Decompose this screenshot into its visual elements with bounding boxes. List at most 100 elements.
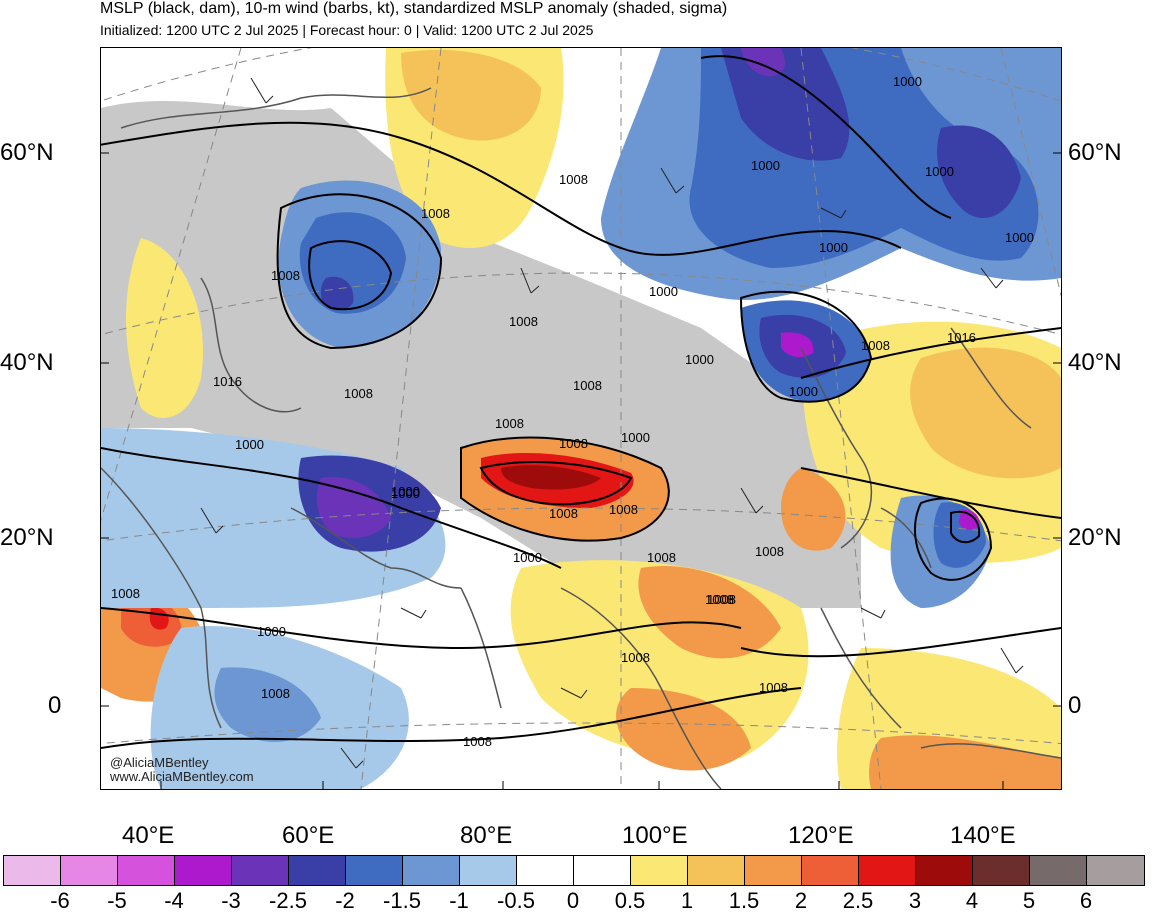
isobar-label: 1016 (213, 374, 242, 389)
colorbar-tick-label: 0.5 (614, 888, 646, 913)
colorbar-swatch (175, 856, 232, 885)
isobar-label: 1008 (755, 544, 784, 559)
colorbar-swatch (118, 856, 175, 885)
lon-label: 40°E (122, 822, 175, 849)
watermark-handle: @AliciaMBentley (110, 755, 209, 770)
watermark-site: www.AliciaMBentley.com (110, 769, 254, 784)
colorbar-tick-label: -4 (164, 888, 184, 913)
isobar-label: 1000 (819, 240, 848, 255)
map-canvas: 1008 1016 1000 1008 1008 1000 1008 1008 … (101, 48, 1061, 789)
isobar-label: 1008 (549, 506, 578, 521)
colorbar-tick-label: -1 (449, 888, 469, 913)
map-subtitle: Initialized: 1200 UTC 2 Jul 2025 | Forec… (100, 22, 594, 38)
lat-label-right: 0 (1068, 692, 1082, 719)
isobar-labels: 1008 1016 1000 1008 1008 1000 1008 1008 … (111, 74, 1034, 749)
colorbar-swatch (916, 856, 973, 885)
isobar-label: 1000 (685, 352, 714, 367)
colorbar-swatch (289, 856, 346, 885)
isobar-label: 1000 (649, 284, 678, 299)
lon-label: 60°E (282, 822, 335, 849)
isobar-label: 1000 (789, 384, 818, 399)
isobar-label: 1008 (759, 680, 788, 695)
colorbar-swatch (574, 856, 631, 885)
isobar-label: 1008 (621, 650, 650, 665)
lat-label-left: 20°N (0, 524, 54, 551)
colorbar (3, 855, 1145, 886)
colorbar-swatch (859, 856, 916, 885)
isobar-label: 1008 (647, 550, 676, 565)
colorbar-swatch (403, 856, 460, 885)
isobar-label: 1008 (573, 378, 602, 393)
colorbar-tick-label: 2 (794, 888, 808, 913)
isobar-label: 1008 (509, 314, 538, 329)
colorbar-tick-label: -1.5 (383, 888, 421, 913)
colorbar-swatch (1030, 856, 1087, 885)
colorbar-tick-label: 3 (908, 888, 922, 913)
isobar-label: 1016 (947, 330, 976, 345)
colorbar-swatch (745, 856, 802, 885)
isobar-label: 1008 (271, 268, 300, 283)
isobar-label: 1008 (707, 592, 736, 607)
colorbar-swatch (517, 856, 574, 885)
colorbar-swatch (460, 856, 517, 885)
colorbar-tick-label: 4 (965, 888, 979, 913)
colorbar-swatch (802, 856, 859, 885)
lat-label-left: 40°N (0, 349, 54, 376)
colorbar-tick-label: 0 (566, 888, 580, 913)
lon-label: 80°E (460, 822, 513, 849)
isobar-label: 1008 (559, 436, 588, 451)
colorbar-swatch (4, 856, 61, 885)
lat-label-right: 20°N (1068, 524, 1122, 551)
colorbar-swatch (61, 856, 118, 885)
anomaly-shading (101, 48, 1061, 789)
colorbar-swatch (631, 856, 688, 885)
lat-label-right: 40°N (1068, 349, 1122, 376)
lat-label-left: 0 (48, 692, 62, 719)
colorbar-swatch (232, 856, 289, 885)
colorbar-tick-label: 5 (1022, 888, 1036, 913)
lon-label: 140°E (950, 822, 1016, 849)
isobar-label: 1000 (513, 550, 542, 565)
isobar-label: 1000 (893, 74, 922, 89)
colorbar-tick-label: -5 (107, 888, 127, 913)
isobar-label: 1008 (344, 386, 373, 401)
isobar-label: 1008 (495, 416, 524, 431)
isobar-label: 1008 (559, 172, 588, 187)
colorbar-tick-label: 1 (680, 888, 694, 913)
colorbar-tick-label: -2 (335, 888, 355, 913)
colorbar-tick-label: -2.5 (269, 888, 307, 913)
lat-label-right: 60°N (1068, 139, 1122, 166)
colorbar-tick-label: 6 (1079, 888, 1093, 913)
isobar-label: 1000 (391, 486, 420, 501)
isobar-label: 1008 (705, 592, 734, 607)
isobar-label: 1008 (609, 502, 638, 517)
isobar-label: 1000 (391, 484, 420, 499)
isobar-label: 1000 (1005, 230, 1034, 245)
isobar-label: 1008 (111, 586, 140, 601)
colorbar-swatch (688, 856, 745, 885)
isobars (101, 55, 1061, 749)
isobar-label: 1000 (621, 430, 650, 445)
colorbar-tick-label: -6 (50, 888, 70, 913)
isobar-label: 1008 (261, 686, 290, 701)
colorbar-swatch (346, 856, 403, 885)
lon-label: 100°E (622, 822, 688, 849)
lat-label-left: 60°N (0, 139, 54, 166)
lon-label: 120°E (788, 822, 854, 849)
isobar-label: 1008 (861, 338, 890, 353)
colorbar-tick-label: -0.5 (497, 888, 535, 913)
colorbar-swatch (973, 856, 1030, 885)
wind-barbs (200, 77, 1024, 769)
colorbar-tick-label: 2.5 (842, 888, 874, 913)
isobar-label: 1008 (463, 734, 492, 749)
map-title: MSLP (black, dam), 10-m wind (barbs, kt)… (100, 0, 728, 17)
isobar-label: 1008 (421, 206, 450, 221)
graticule (101, 48, 1061, 789)
isobar-label: 1000 (235, 437, 264, 452)
colorbar-tick-label: 1.5 (728, 888, 760, 913)
isobar-label: 1000 (751, 158, 780, 173)
colorbar-tick-label: -3 (221, 888, 241, 913)
frame-ticks (101, 152, 1061, 789)
map-panel: 1008 1016 1000 1008 1008 1000 1008 1008 … (100, 47, 1062, 790)
colorbar-swatch (1087, 856, 1144, 885)
